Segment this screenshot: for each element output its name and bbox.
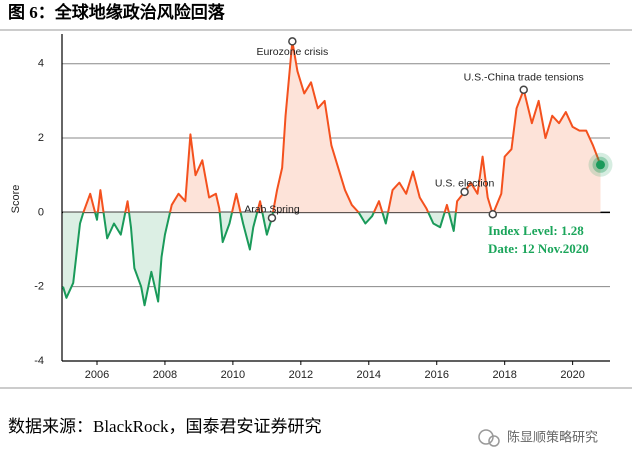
x-tick-label: 2006 [85, 369, 109, 381]
watermark-text: 陈显顺策略研究 [507, 429, 598, 444]
end-label: Index Level: 1.28 [488, 223, 584, 238]
x-tick-label: 2010 [221, 369, 245, 381]
annotation-text: U.S. election [435, 178, 495, 190]
annotation-marker [519, 85, 528, 94]
end-label: Date: 12 Nov.2020 [488, 241, 589, 256]
highlight-marker [488, 209, 498, 219]
y-tick-label: -4 [34, 355, 44, 367]
end-point [595, 160, 605, 170]
x-tick-label: 2014 [357, 369, 381, 381]
watermark-icon [478, 429, 494, 445]
source: 数据来源：BlackRock，国泰君安证券研究 [8, 417, 322, 436]
watermark-icon [488, 435, 500, 447]
annotation-marker [460, 187, 469, 197]
x-tick-label: 2016 [424, 369, 448, 381]
y-axis-label: Score [10, 185, 22, 214]
y-tick-label: 4 [38, 58, 44, 70]
annotation-text: Eurozone crisis [256, 46, 328, 58]
annotation-text: Arab Spring [244, 204, 300, 216]
annotation-marker [267, 213, 277, 223]
watermark: 陈显顺策略研究 [478, 429, 598, 447]
x-tick-label: 2008 [153, 369, 177, 381]
x-tick-label: 2018 [492, 369, 516, 381]
y-tick-label: 0 [38, 206, 44, 218]
x-tick-label: 2012 [289, 369, 313, 381]
chart-title: 图 6：全球地缘政治风险回落 [8, 2, 226, 22]
y-tick-label: 2 [38, 132, 44, 144]
annotation-text: U.S.-China trade tensions [464, 72, 584, 84]
area [63, 41, 601, 306]
line [62, 40, 602, 307]
y-tick-label: -2 [34, 281, 44, 293]
x-tick-label: 2020 [560, 369, 584, 381]
annotation-marker [288, 37, 297, 46]
